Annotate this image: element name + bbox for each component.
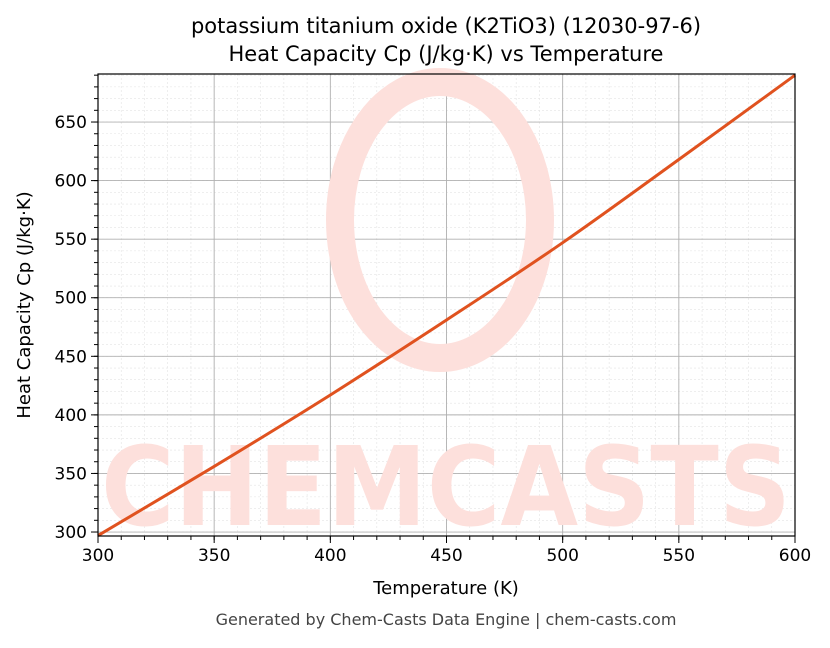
chart-subtitle: Heat Capacity Cp (J/kg·K) vs Temperature	[229, 42, 664, 66]
y-tick-label: 550	[55, 230, 87, 250]
axis-ticks: 300 350 400 450 500 550 600 300 350 400 450 500 550 6…	[55, 74, 811, 566]
footer-credit: Generated by Chem-Casts Data Engine | ch…	[216, 610, 677, 629]
x-tick-label: 400	[314, 546, 346, 566]
y-tick-label: 450	[55, 347, 87, 367]
x-tick-label: 450	[430, 546, 462, 566]
watermark-logo-c	[326, 68, 554, 372]
y-tick-label: 300	[55, 523, 87, 543]
watermark: CHEMCASTS	[101, 68, 791, 551]
x-tick-label: 350	[198, 546, 230, 566]
series-line	[97, 73, 796, 537]
x-tick-label: 300	[82, 546, 114, 566]
y-tick-label: 500	[55, 289, 87, 309]
y-tick-label: 400	[55, 406, 87, 426]
y-tick-label: 650	[55, 113, 87, 133]
chart-title: potassium titanium oxide (K2TiO3) (12030…	[191, 14, 701, 38]
y-axis-label: Heat Capacity Cp (J/kg·K)	[14, 191, 35, 418]
watermark-text: CHEMCASTS	[101, 423, 791, 551]
x-axis-label: Temperature (K)	[372, 578, 519, 599]
x-tick-label: 550	[663, 546, 695, 566]
x-tick-label: 600	[779, 546, 811, 566]
y-tick-label: 600	[55, 172, 87, 192]
plot-frame	[97, 73, 796, 537]
y-tick-label: 350	[55, 464, 87, 484]
x-tick-label: 500	[546, 546, 578, 566]
